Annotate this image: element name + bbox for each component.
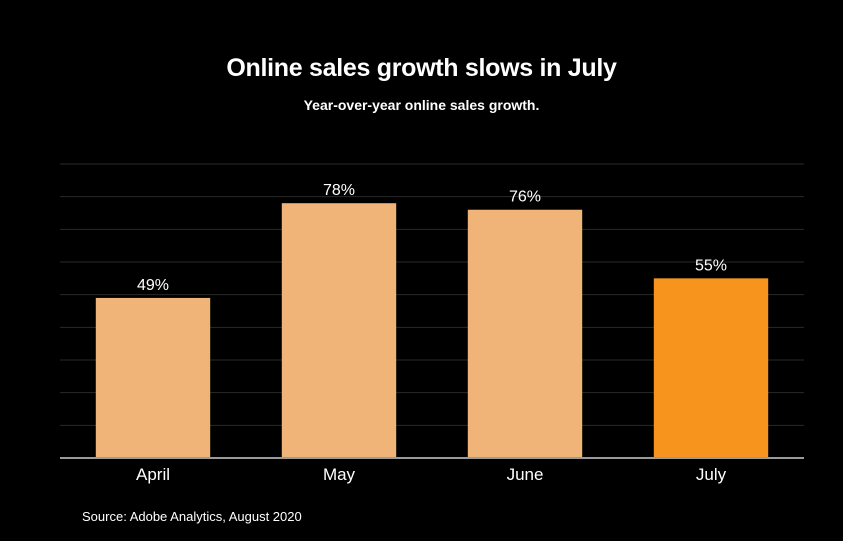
category-label: April xyxy=(136,465,170,484)
category-labels: April May June July xyxy=(136,465,727,484)
data-label: 76% xyxy=(509,189,541,206)
bar-may xyxy=(281,203,397,458)
bar-july xyxy=(653,278,769,458)
data-labels: 49% 78% 76% 55% xyxy=(137,182,727,294)
category-label: May xyxy=(323,465,356,484)
data-label: 78% xyxy=(323,182,355,199)
chart-title: Online sales growth slows in July xyxy=(226,54,617,82)
category-label: June xyxy=(507,465,544,484)
bars xyxy=(95,203,769,458)
data-label: 55% xyxy=(695,257,727,274)
source-note: Source: Adobe Analytics, August 2020 xyxy=(82,509,302,524)
bar-june xyxy=(467,209,583,458)
category-label: July xyxy=(696,465,727,484)
chart-subtitle: Year-over-year online sales growth. xyxy=(303,97,540,113)
bar-april xyxy=(95,297,211,458)
data-label: 49% xyxy=(137,277,169,294)
